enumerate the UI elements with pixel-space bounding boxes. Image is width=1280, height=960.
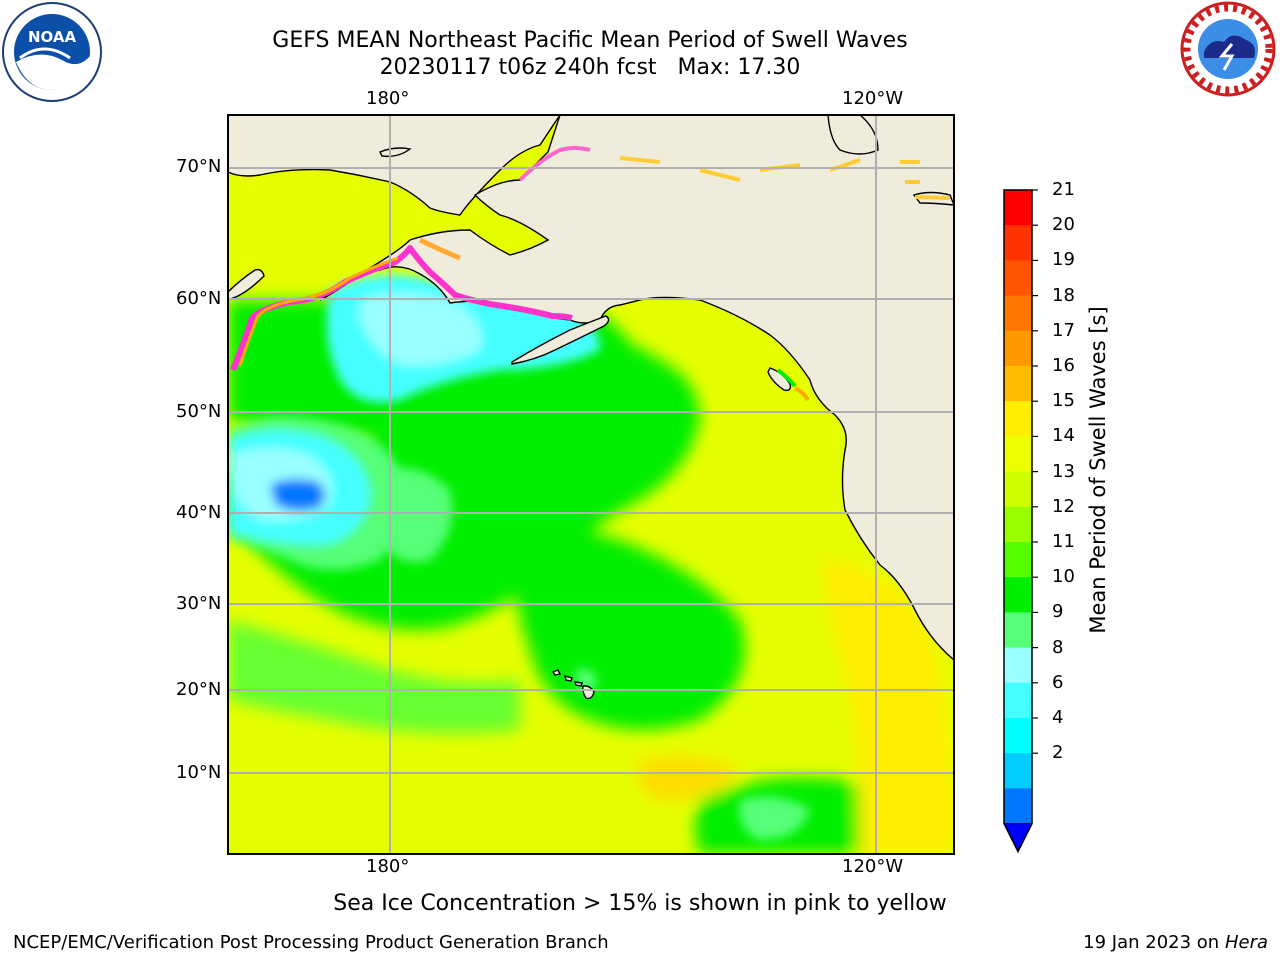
colorbar-tick-label: 2: [1052, 742, 1064, 764]
colorbar-segment: [1004, 225, 1032, 261]
colorbar-segment: [1004, 471, 1032, 508]
nws-logo: [1180, 1, 1276, 97]
colorbar-tick-label: 4: [1052, 707, 1064, 728]
colorbar-tick-label: 21: [1052, 179, 1075, 200]
lat-tick-40n: 40°N: [176, 502, 222, 523]
lon-tick-bottom-180: 180°: [366, 856, 410, 877]
land: [228, 115, 954, 700]
colorbar-segment: [1004, 647, 1032, 684]
colorbar-segment: [1004, 190, 1032, 226]
sea-ice-note: Sea Ice Concentration > 15% is shown in …: [333, 891, 947, 916]
colorbar-tick-label: 19: [1052, 249, 1075, 271]
lon-tick-bottom-120w: 120°W: [842, 856, 904, 877]
noaa-logo-text: NOAA: [28, 28, 77, 46]
colorbar-tick-label: 20: [1052, 214, 1075, 236]
noaa-logo: NOAA: [2, 2, 102, 102]
lat-tick-20n: 20°N: [176, 679, 222, 700]
colorbar-segment: [1004, 577, 1032, 613]
colorbar-segment: [1004, 506, 1032, 543]
colorbar-tick-label: 17: [1052, 319, 1075, 341]
colorbar-segment: [1004, 718, 1032, 754]
lon-tick-top-180: 180°: [366, 88, 410, 109]
colorbar-segment: [1004, 401, 1032, 437]
colorbar-segment: [1004, 330, 1032, 367]
colorbar-segment: [1004, 542, 1032, 578]
colorbar-segment: [1004, 612, 1032, 649]
colorbar-frame: [1003, 189, 1033, 854]
footer-credit: NCEP/EMC/Verification Post Processing Pr…: [13, 932, 609, 953]
lat-tick-30n: 30°N: [176, 593, 222, 614]
map-frame: [227, 114, 955, 855]
map-area: [228, 115, 954, 854]
colorbar-tick-label: 8: [1052, 636, 1064, 658]
gridlines: [228, 115, 954, 854]
colorbar-segment: [1004, 753, 1032, 789]
colorbar-tick-label: 18: [1052, 284, 1075, 306]
lat-tick-70n: 70°N: [176, 156, 222, 177]
footer-date-text: 19 Jan 2023 on: [1083, 932, 1225, 953]
chart-title: GEFS MEAN Northeast Pacific Mean Period …: [272, 28, 908, 53]
colorbar-tick-label: 16: [1052, 355, 1075, 376]
lat-tick-10n: 10°N: [176, 762, 222, 783]
colorbar-segment: [1004, 260, 1032, 297]
colorbar-segment: [1004, 436, 1032, 473]
colorbar-tick-label: 12: [1052, 495, 1075, 517]
colorbar-tick-label: 6: [1052, 671, 1064, 693]
footer-date: 19 Jan 2023 on Hera: [1083, 933, 1268, 953]
colorbar-segment: [1004, 682, 1032, 719]
colorbar-tick-label: 15: [1052, 390, 1075, 412]
colorbar-label: Mean Period of Swell Waves [s]: [1086, 306, 1110, 634]
footer-host: Hera: [1224, 932, 1268, 953]
colorbar-tick-label: 9: [1052, 601, 1064, 623]
run-info: 20230117 t06z 240h fcst: [379, 55, 657, 80]
lon-tick-top-120w: 120°W: [842, 88, 904, 109]
colorbar-segment: [1004, 366, 1032, 402]
chart-subtitle: 20230117 t06z 240h fcst Max: 17.30: [0, 55, 1180, 81]
colorbar-tick-label: 14: [1052, 425, 1075, 447]
colorbar: [1003, 189, 1038, 854]
colorbar-tick-label: 11: [1052, 531, 1075, 552]
colorbar-tick-label: 13: [1052, 460, 1075, 482]
lat-tick-50n: 50°N: [176, 401, 222, 422]
colorbar-segment: [1004, 295, 1032, 332]
colorbar-segment: [1004, 788, 1032, 825]
max-value: Max: 17.30: [677, 55, 801, 80]
colorbar-tick-label: 10: [1052, 566, 1075, 588]
lat-tick-60n: 60°N: [176, 288, 222, 309]
colorbar-extend-arrow: [1003, 823, 1033, 853]
